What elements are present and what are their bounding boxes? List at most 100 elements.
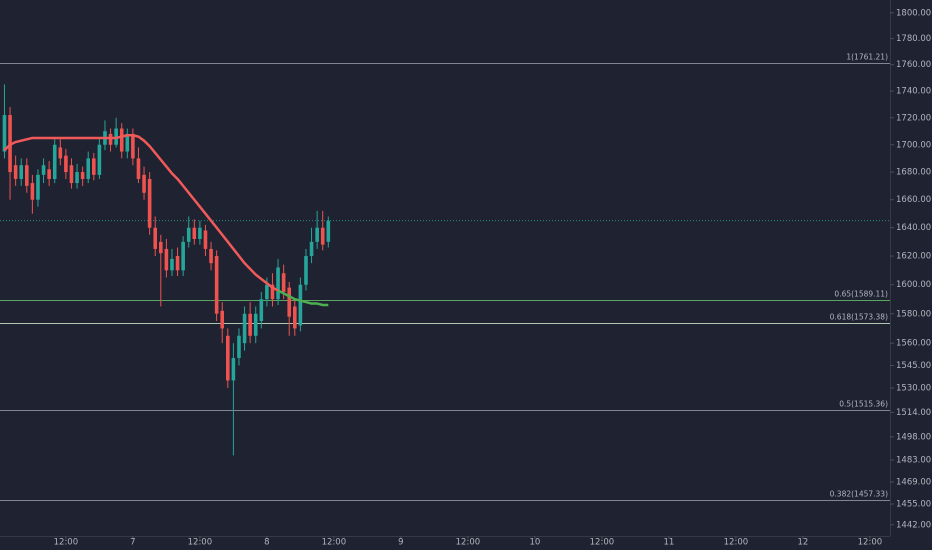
y-tick-label: 1780.00 (896, 34, 931, 44)
y-tick-label: 1560.00 (896, 339, 931, 349)
candle-body (41, 165, 46, 175)
fib-level-label: 1(1761.21) (846, 53, 888, 62)
candle-body (64, 155, 68, 173)
y-tick-label: 1640.00 (896, 223, 931, 233)
y-tick-label: 1740.00 (896, 87, 931, 97)
candle-body (80, 172, 85, 179)
y-tick-label: 1760.00 (896, 60, 931, 70)
x-tick-label: 12:00 (322, 538, 347, 548)
y-tick-label: 1469.00 (896, 477, 931, 487)
y-tick-label: 1455.00 (896, 500, 931, 510)
candle-body (52, 144, 57, 179)
x-tick-label: 12:00 (456, 538, 481, 548)
y-tick-label: 1600.00 (896, 280, 931, 290)
candle-body (2, 115, 7, 152)
candle-body (198, 227, 202, 240)
x-tick-label: 9 (398, 538, 403, 548)
candle-body (36, 174, 40, 200)
fib-level-label: 0.65(1589.11) (834, 290, 888, 299)
candle-body (186, 227, 191, 242)
candle-body (309, 241, 314, 257)
x-tick-label: 12:00 (858, 538, 883, 548)
candle-body (231, 358, 236, 381)
x-tick-label: 12:00 (590, 538, 615, 548)
x-tick-label: 10 (529, 538, 540, 548)
candle-body (298, 284, 303, 326)
candle-body (203, 230, 208, 249)
candle-body (287, 287, 292, 317)
moving-average-line (277, 289, 329, 307)
candle-body (304, 256, 308, 285)
y-tick-label: 1514.00 (896, 408, 931, 418)
candle-body (142, 174, 146, 193)
y-tick-label: 1720.00 (896, 113, 931, 123)
y-tick-label: 1800.00 (896, 8, 931, 18)
x-tick-label: 12:00 (188, 538, 213, 548)
candle-body (209, 248, 213, 264)
candle-body (237, 335, 241, 359)
candle-body (25, 165, 29, 186)
candle-body (164, 248, 169, 271)
candle-body (248, 313, 252, 336)
candle-body (114, 128, 118, 145)
x-tick-label: 8 (264, 538, 269, 548)
candle-body (265, 284, 269, 300)
x-tick-label: 7 (130, 538, 135, 548)
candle-body (153, 227, 158, 249)
candle-body (131, 133, 135, 159)
x-tick-label: 11 (663, 538, 674, 548)
candle-body (92, 158, 96, 175)
y-tick-label: 1498.00 (896, 432, 931, 442)
candle-body (125, 133, 130, 152)
y-tick-label: 1483.00 (896, 456, 931, 466)
candle-body (30, 183, 35, 200)
candle-body (159, 241, 163, 254)
candle-body (220, 310, 225, 329)
candle-body (214, 256, 219, 314)
fib-level-label: 0.5(1515.36) (839, 400, 888, 409)
y-tick-label: 1442.00 (896, 520, 931, 530)
fib-level-label: 0.618(1573.38) (830, 313, 888, 322)
candle-body (276, 267, 280, 300)
y-tick-label: 1700.00 (896, 140, 931, 150)
candle-body (47, 169, 51, 179)
candle-body (19, 165, 24, 179)
candle-body (326, 220, 331, 242)
y-tick-label: 1530.00 (896, 384, 931, 394)
candle-body (293, 306, 297, 329)
candle-body (192, 227, 197, 240)
x-tick-label: 12 (797, 538, 808, 548)
candle-body (320, 227, 325, 245)
moving-average-line (3, 134, 279, 292)
candle-body (259, 299, 264, 322)
candle-body (253, 313, 258, 336)
candle-body (281, 273, 286, 292)
x-tick-label: 12:00 (724, 538, 749, 548)
y-tick-label: 1545.00 (896, 361, 931, 371)
y-tick-label: 1660.00 (896, 195, 931, 205)
candle-body (58, 147, 63, 159)
candle-body (75, 172, 79, 184)
candle-body (226, 335, 230, 381)
y-tick-label: 1620.00 (896, 252, 931, 262)
candle-body (175, 256, 180, 271)
candle-body (315, 227, 319, 242)
candle-body (147, 178, 152, 228)
candle-body (69, 165, 74, 184)
x-tick-label: 12:00 (54, 538, 79, 548)
candle-body (136, 158, 141, 179)
candle-body (108, 133, 113, 145)
candle-body (181, 241, 185, 271)
fib-level-label: 0.382(1457.33) (830, 490, 888, 499)
candle-body (86, 158, 91, 179)
y-tick-label: 1680.00 (896, 168, 931, 178)
candle-body (97, 144, 102, 175)
candle-body (270, 284, 275, 300)
candle-body (170, 258, 174, 271)
y-tick-label: 1580.00 (896, 309, 931, 319)
candle-body (13, 165, 18, 179)
candle-body (119, 128, 124, 152)
candle-body (242, 313, 247, 344)
